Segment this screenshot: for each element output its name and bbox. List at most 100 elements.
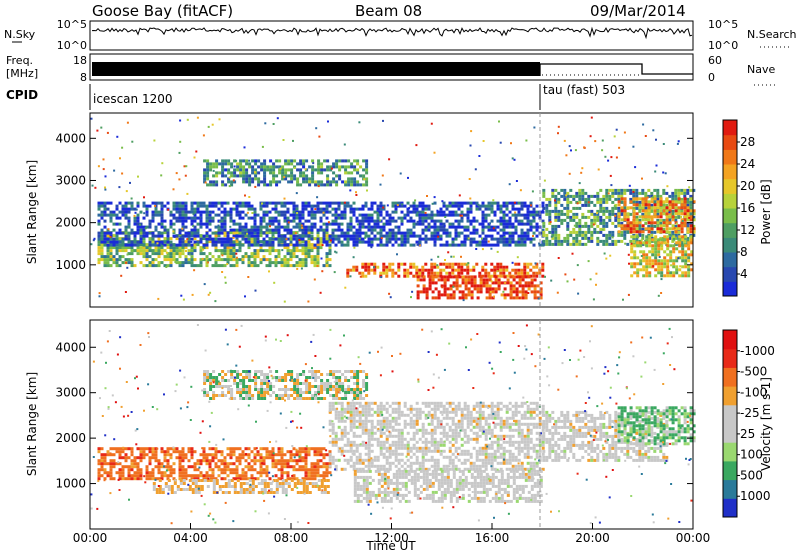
heatmap-cell [130,204,134,208]
heatmap-cell [656,227,660,231]
heatmap-cell [605,215,609,219]
heatmap-cell [227,485,231,488]
heatmap-cell [614,218,618,222]
heatmap-cell [602,221,606,225]
heatmap-cell [227,171,231,175]
heatmap-cell [349,416,353,420]
heatmap-cell [290,177,294,181]
heatmap-cell [298,213,302,217]
heatmap-cell [181,237,185,241]
heatmap-cell [409,271,413,275]
heatmap-cell [292,477,296,481]
heatmap-cell [455,281,459,285]
heatmap-cell [632,145,635,148]
heatmap-cell [632,191,636,195]
heatmap-cell [578,200,582,204]
heatmap-cell [223,456,227,460]
heatmap-cell [689,200,693,204]
heatmap-cell [130,260,133,263]
heatmap-cell [145,264,149,268]
heatmap-cell [629,188,633,192]
heatmap-cell [178,450,182,454]
heatmap-cell [430,213,434,217]
heatmap-cell [451,210,455,214]
heatmap-cell [466,271,470,275]
heatmap-cell [602,212,606,216]
heatmap-cell [283,453,287,457]
heatmap-cell [448,210,452,214]
heatmap-cell [316,234,320,238]
heatmap-cell [263,168,267,172]
heatmap-cell [228,176,231,179]
heatmap-cell [262,201,266,205]
heatmap-cell [361,274,365,278]
heatmap-cell [331,437,335,441]
heatmap-cell [263,174,267,178]
heatmap-cell [400,222,404,226]
heatmap-cell [277,477,281,481]
heatmap-cell [283,204,287,208]
nsearch-label: N.Search [747,28,797,41]
heatmap-cell [647,227,651,231]
heatmap-cell [307,252,311,256]
heatmap-cell [666,247,670,251]
heatmap-cell [403,216,407,220]
heatmap-cell [466,225,470,229]
heatmap-cell [356,159,360,163]
heatmap-cell [633,235,637,239]
heatmap-cell [325,264,329,268]
heatmap-cell [385,243,389,247]
heatmap-cell [193,219,197,223]
heatmap-cell [403,231,407,235]
heatmap-cell [668,194,672,198]
heatmap-cell [272,162,276,166]
heatmap-cell [205,237,209,241]
heatmap-cell [340,216,344,220]
heatmap-cell [651,259,655,263]
heatmap-cell [521,278,525,282]
heatmap-cell [488,287,492,291]
heatmap-cell [356,180,360,184]
heatmap-cell [193,237,197,241]
heatmap-cell [674,215,678,219]
heatmap-cell [451,225,455,229]
heatmap-cell [299,162,303,166]
heatmap-cell [412,234,416,238]
heatmap-cell [121,249,125,253]
heatmap-cell [265,213,269,217]
heatmap-cell [305,159,309,163]
heatmap-cell [190,207,194,211]
heatmap-cell [223,216,227,220]
heatmap-cell [271,216,275,220]
heatmap-cell [349,216,353,220]
heatmap-cell [626,242,630,246]
heatmap-cell [514,219,518,223]
heatmap-cell [175,243,179,247]
heatmap-cell [361,207,365,211]
heatmap-cell [251,180,255,184]
heatmap-cell [215,183,219,187]
heatmap-cell [121,146,124,149]
heatmap-cell [376,237,380,241]
heatmap-cell [406,268,410,272]
heatmap-cell [300,267,303,270]
heatmap-cell [179,488,183,491]
heatmap-cell [256,252,260,256]
heatmap-cell [301,261,305,265]
heatmap-cell [551,227,555,231]
heatmap-cell [307,468,311,472]
heatmap-cell [121,468,125,472]
heatmap-cell [121,246,125,250]
heatmap-cell [367,213,371,217]
heatmap-cell [121,172,124,175]
heatmap-cell [320,180,324,184]
heatmap-cell [265,228,269,232]
heatmap-cell [681,265,685,269]
heatmap-cell [205,219,209,223]
heatmap-cell [638,206,642,210]
heatmap-cell [551,242,555,246]
heatmap-cell [667,270,670,272]
heatmap-cell [436,265,440,269]
heatmap-cell [675,268,679,272]
heatmap-cell [592,298,595,301]
